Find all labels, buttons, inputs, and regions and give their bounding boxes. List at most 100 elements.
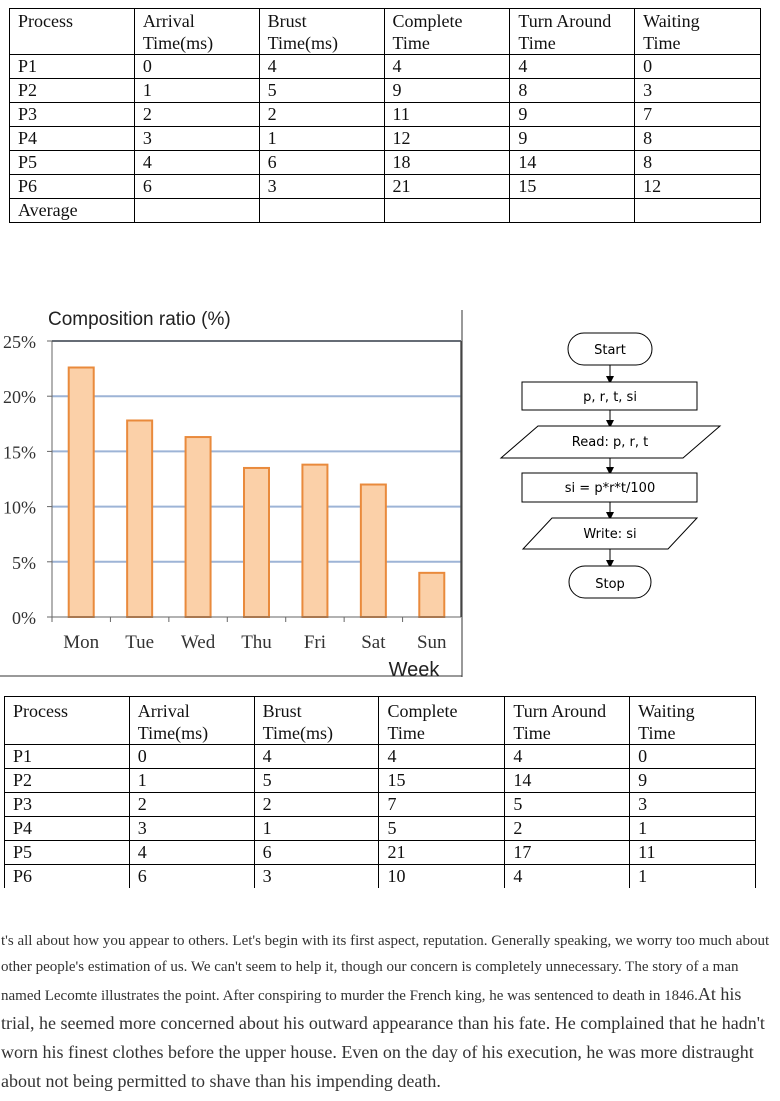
table-row: P5 4 6 21 17 11 [4,840,756,865]
header-text: Process [13,701,68,721]
table-cell: 4 [504,864,631,888]
x-axis-label: Week [389,659,441,678]
passage-text: t's all about how you appear to others. … [1,928,779,1096]
table-cell: 8 [509,78,636,103]
table-cell: P3 [4,792,130,817]
x-tick-label: Tue [125,632,154,653]
bar [301,463,329,618]
table-cell: 4 [258,54,385,79]
x-tick-label: Fri [304,632,326,653]
table-cell: P4 [9,126,135,151]
column-header: Brust Time(ms) [258,8,385,55]
y-tick-label: 0% [12,608,36,628]
table-cell: 8 [634,126,761,151]
passage-part-1: t's all about how you appear to others. … [1,933,770,1004]
bar [67,366,95,618]
column-header: Turn Around Time [509,8,636,55]
flow-node-label: p, r, t, si [583,390,637,405]
table-cell: 5 [258,78,385,103]
table-cell: 2 [504,816,631,841]
table-cell: 14 [509,150,636,175]
table-cell: 2 [253,792,380,817]
column-header: Waiting Time [629,696,756,745]
table-cell [509,198,636,223]
flow-output-parallelogram [521,517,699,550]
table-cell: 2 [258,102,385,127]
table-row: P3 2 2 11 9 7 [9,102,761,127]
table-cell: 4 [133,150,260,175]
flow-node-label: Stop [595,577,625,592]
header-text: Time(ms) [267,33,339,53]
bar [126,419,154,618]
y-tick-label: 20% [3,387,36,407]
table-row: P6 6 3 21 15 12 [9,174,761,199]
table-row: P3 2 2 7 5 3 [4,792,756,817]
table-cell: 6 [258,150,385,175]
column-header: Waiting Time [634,8,761,55]
x-tick-label: Thu [241,632,272,653]
flow-input-parallelogram [499,425,722,459]
column-header: Complete Time [383,8,511,55]
table-row: P6 6 3 10 4 1 [4,864,756,888]
header-text: Time(ms) [137,723,209,743]
table-cell: 21 [378,840,506,865]
table-cell: 12 [634,174,761,199]
table-cell: 0 [128,744,255,769]
table-cell: 0 [634,54,761,79]
table-cell: 4 [128,840,255,865]
table-row: Average [9,198,761,223]
column-header: Arrival Time(ms) [133,8,260,55]
table-cell: 9 [509,126,636,151]
flow-node-label: Read: p, r, t [572,435,648,450]
bar-chart-svg: 0% 5% 10% 15% 20% 25% Mon Tue Wed Thu Fri Sat Sun C… [0,309,463,681]
flowchart: Start p, r, t, si Read: p, r, t si = p*r… [498,325,723,605]
table-cell: 4 [378,744,506,769]
table-row: P2 1 5 9 8 3 [9,78,761,103]
y-tick-label: 25% [3,332,36,352]
table-cell: 5 [504,792,631,817]
table-cell: P1 [9,54,135,79]
bar [418,571,446,618]
table-cell: 2 [133,102,260,127]
flow-node-label: si = p*r*t/100 [565,481,655,496]
header-text: Time [392,33,430,53]
header-text: Complete [392,11,463,31]
table-cell: P4 [4,816,130,841]
table-cell: 6 [128,864,255,888]
y-tick-label: 5% [12,553,36,573]
table-cell: 6 [133,174,260,199]
table-cell: 0 [629,744,756,769]
table-cell: Average [9,198,135,223]
table-cell: 12 [383,126,511,151]
table-cell: 3 [128,816,255,841]
table-cell: 8 [634,150,761,175]
header-text: Waiting [643,11,700,31]
table-cell: 1 [253,816,380,841]
table-cell: 2 [128,792,255,817]
table-cell: 1 [629,816,756,841]
flow-node-label: Write: si [583,527,636,542]
column-header: Turn Around Time [504,696,631,745]
table-cell: P6 [9,174,135,199]
table-cell: 4 [509,54,636,79]
table-cell [258,198,385,223]
header-text: Complete [387,701,458,721]
bar [184,436,212,618]
header-text: Waiting [638,701,695,721]
header-text: Time [638,723,676,743]
header-text: Arrival [137,701,190,721]
table-cell: 21 [383,174,511,199]
table-header-row: Process Arrival Time(ms) Brust Time(ms) Compl… [9,8,761,55]
flowchart-svg: Start p, r, t, si Read: p, r, t si = p*r… [499,332,722,599]
table-cell: 4 [253,744,380,769]
header-text: Turn Around [513,701,607,721]
table-cell: 1 [258,126,385,151]
table-cell: 9 [629,768,756,793]
bar [243,466,270,618]
header-text: Arrival [142,11,195,31]
composition-ratio-chart: 0% 5% 10% 15% 20% 25% Mon Tue Wed Thu Fri Sat Sun C… [0,309,464,681]
table-cell: P2 [9,78,135,103]
x-tick-label: Wed [181,632,216,653]
x-tick-label: Sat [361,632,386,653]
table-cell [133,198,260,223]
